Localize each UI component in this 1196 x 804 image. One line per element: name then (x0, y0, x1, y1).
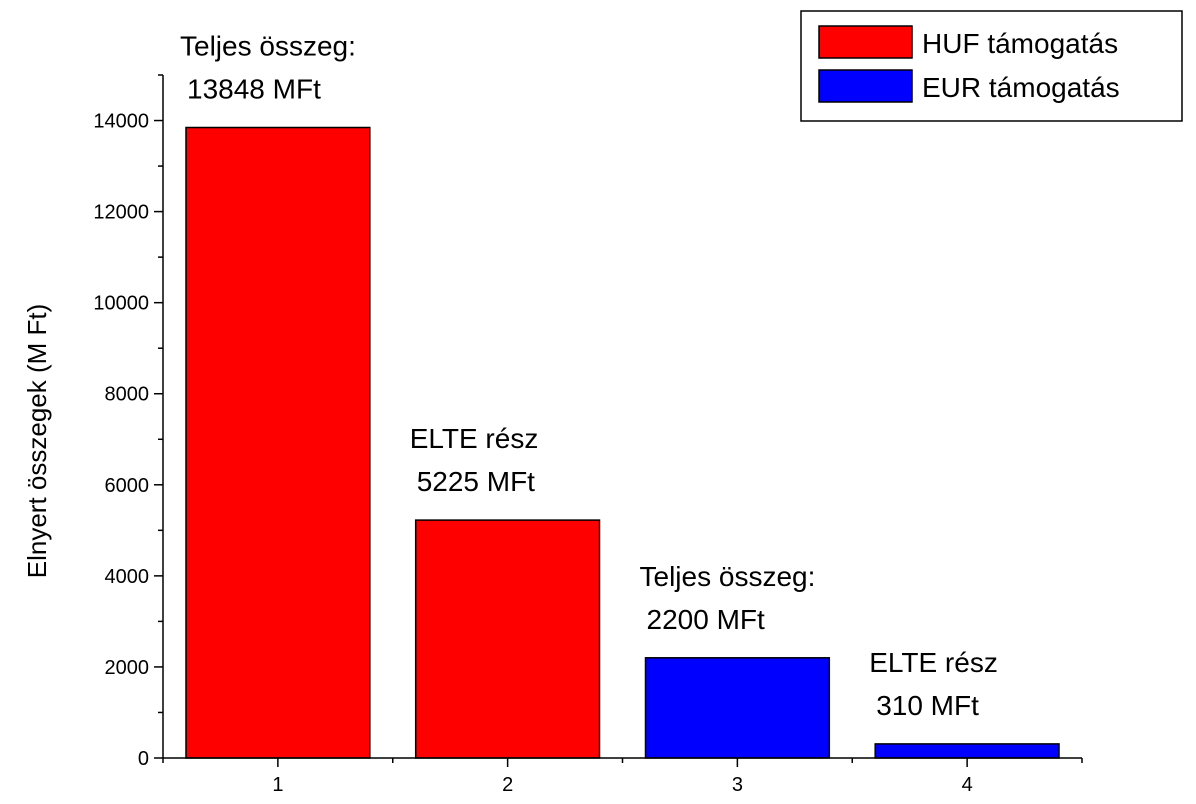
bars-group (185, 126, 1060, 759)
bar-3 (644, 657, 831, 759)
y-tick-label-4000: 4000 (105, 566, 150, 588)
bar-1-label-line-2: 13848 MFt (187, 74, 321, 105)
legend-label-eur: EUR támogatás (922, 72, 1120, 103)
bar-2-label-line-2: 5225 MFt (417, 466, 535, 497)
y-axis-title: Elnyert összegek (M Ft) (22, 304, 52, 579)
legend-label-huf: HUF támogatás (922, 28, 1118, 59)
bar-4 (874, 743, 1060, 759)
bar-4-label-line-1: ELTE rész (869, 647, 998, 678)
bar-1-label-line-1: Teljes összeg: (180, 31, 356, 62)
legend: HUF támogatás EUR támogatás (800, 10, 1183, 122)
bar-4-label-line-2: 310 MFt (876, 690, 979, 721)
y-tick-label-2000: 2000 (105, 657, 150, 679)
bar-2 (414, 519, 601, 759)
bar-2-label-line-1: ELTE rész (410, 423, 539, 454)
x-tick-label-4: 4 (962, 774, 973, 796)
y-tick-label-0: 0 (138, 748, 149, 770)
y-tick-label-6000: 6000 (105, 475, 150, 497)
y-tick-label-8000: 8000 (105, 384, 150, 406)
legend-swatch-eur (818, 69, 913, 103)
bar-3-label-line-1: Teljes összeg: (640, 561, 816, 592)
y-tick-label-14000: 14000 (93, 111, 149, 133)
bar-labels-group: Teljes összeg: 13848 MFt ELTE rész 5225 MFt… (180, 31, 998, 721)
y-tick-label-12000: 12000 (93, 202, 149, 224)
x-tick-label-1: 1 (272, 774, 283, 796)
bar-3-label-line-2: 2200 MFt (647, 604, 765, 635)
x-tick-label-2: 2 (502, 774, 513, 796)
bar-1 (185, 126, 371, 759)
x-tick-label-3: 3 (732, 774, 743, 796)
y-tick-label-10000: 10000 (93, 293, 149, 315)
axes-group: 0 2000 4000 6000 8000 10000 12000 14000 1 2 3 4 (93, 74, 1083, 796)
legend-swatch-huf (818, 25, 913, 59)
